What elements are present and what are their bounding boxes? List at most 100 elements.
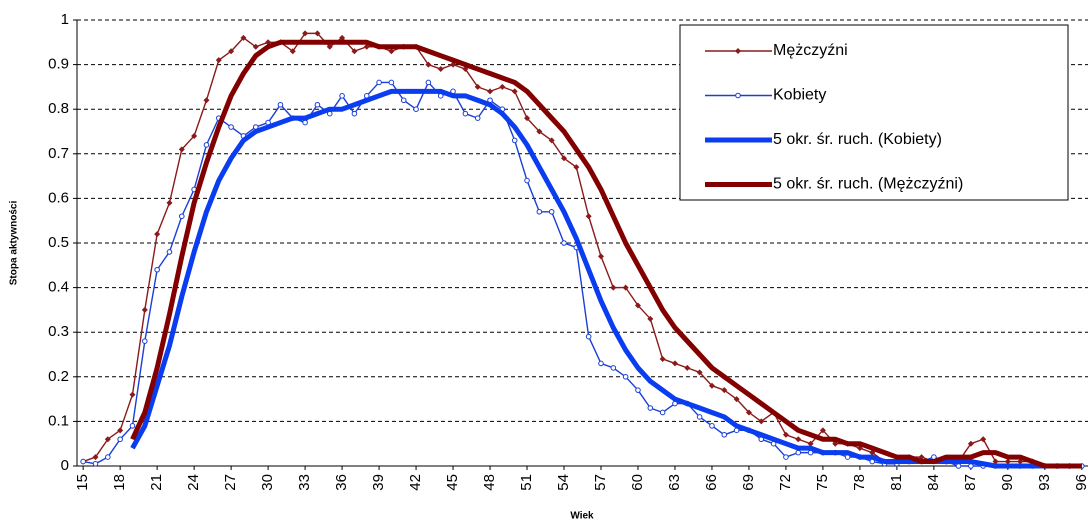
y-tick-label: 0.8 [48,100,69,117]
x-tick-label: 78 [851,474,868,491]
x-tick-label: 42 [407,474,424,491]
point [203,97,210,104]
point [351,48,358,55]
point [511,137,518,144]
point [548,208,555,215]
x-tick-label: 39 [370,474,387,491]
point [104,436,111,443]
x-tick-label: 69 [740,474,757,491]
x-tick-label: 84 [925,474,942,491]
x-tick-label: 75 [814,474,831,491]
x-tick-label: 51 [518,474,535,491]
point [154,231,161,238]
point [314,101,321,108]
series [130,39,1082,469]
point [141,306,148,313]
point [980,436,987,443]
point [117,436,123,443]
legend-label: 5 okr. śr. ruch. (Mężczyźni) [773,176,963,193]
y-tick-label: 1 [61,11,69,28]
point [536,128,543,135]
point [548,137,555,144]
point [314,30,321,37]
legend-marker [735,92,741,99]
point [339,34,346,41]
point [758,418,765,425]
point [487,88,494,95]
point [585,213,592,220]
point [154,266,160,273]
point [388,48,395,55]
point [142,338,148,344]
point [647,315,654,322]
legend: Mężczyźni Kobiety 5 okr. śr. ruch. (Kobiet… [679,24,1069,201]
point [92,460,99,467]
point [622,284,629,291]
x-tick-label: 90 [999,474,1016,491]
point [499,83,506,90]
y-tick-label: 0.7 [48,145,69,162]
point [795,436,802,443]
point [955,463,962,469]
x-axis-title: Wiek [570,511,594,522]
point [388,79,395,86]
x-tick-label: 45 [444,474,461,491]
point [376,79,382,86]
point [351,110,358,117]
point [425,61,432,68]
point [709,423,715,429]
point [166,249,173,255]
point [166,199,173,206]
point [129,391,136,398]
point [178,146,185,153]
x-tick-label: 87 [962,474,979,491]
y-tick-label: 0.3 [48,323,69,340]
x-tick-label: 27 [222,474,239,491]
legend-marker [735,48,741,54]
legend-label: Kobiety [773,87,826,104]
point [277,101,284,108]
point [524,115,531,122]
x-tick-label: 72 [777,474,794,491]
point [597,253,604,260]
point [474,115,481,121]
legend-box [679,24,1069,201]
point [117,427,124,434]
point [992,458,999,465]
point [228,124,234,130]
point [561,240,567,246]
point [671,360,678,367]
x-tick-label: 60 [629,474,646,491]
point [524,177,530,184]
point [178,213,185,220]
x-tick-label: 15 [74,474,91,491]
point [1004,458,1011,465]
point [696,414,703,420]
point [511,88,518,95]
y-tick-label: 0 [61,457,69,474]
point [807,440,814,447]
point [228,48,235,55]
point [573,164,580,171]
point [733,396,740,403]
x-tick-label: 36 [333,474,350,491]
legend-label: Mężczyźni [773,42,848,59]
point [240,34,247,41]
point [634,302,641,309]
point [413,106,419,112]
point [585,333,592,340]
point [635,387,641,393]
point [92,454,99,461]
x-tick-label: 18 [111,474,128,491]
point [80,458,86,465]
point [598,360,604,367]
point [795,449,802,456]
point [647,405,654,411]
y-tick-label: 0.4 [48,279,69,296]
x-tick-label: 33 [296,474,313,491]
point [967,440,974,447]
point [339,93,345,99]
point [302,119,308,126]
x-tick-label: 30 [259,474,276,491]
